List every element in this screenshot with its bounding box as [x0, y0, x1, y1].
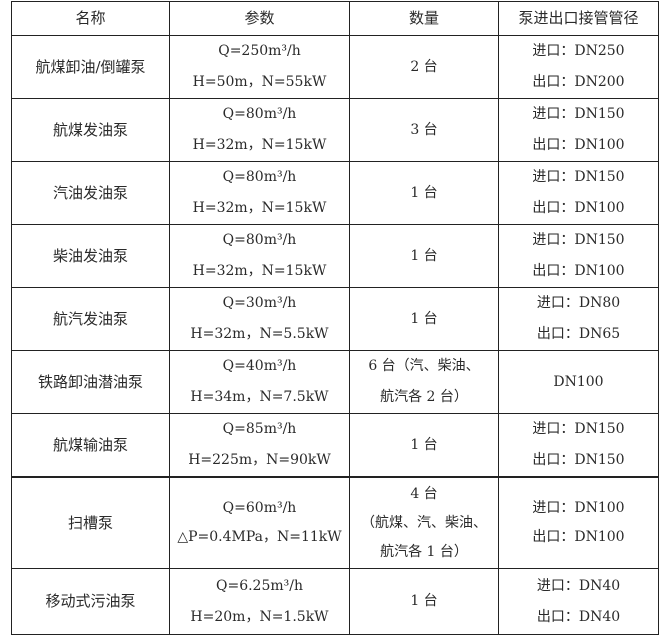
params-cell-line: H=32m，N=5.5kW	[190, 326, 329, 342]
qty-cell-line: 1 台	[410, 593, 438, 609]
params-cell-line: △P=0.4MPa，N=11kW	[177, 529, 342, 545]
qty-cell-line: 航汽各 2 台）	[380, 389, 468, 405]
qty-cell-line: （航煤、汽、柴油、	[361, 514, 487, 531]
params-cell-line: Q=40m³/h	[222, 358, 297, 374]
qty-cell: 4 台 （航煤、汽、柴油、 航汽各 1 台）	[349, 477, 499, 569]
table-row: 航煤卸油/倒罐泵 Q=250m³/h H=50m，N=55kW 2 台 进口：DN250…	[11, 35, 659, 99]
table-row: 扫槽泵 Q=60m³/h △P=0.4MPa，N=11kW 4 台 （航煤、汽、柴油、航…	[11, 477, 659, 569]
pipe-cell: 进口：DN250 出口：DN200	[498, 35, 659, 99]
pipe-cell-line: 进口：DN100	[532, 500, 625, 516]
column-header: 名称	[11, 1, 170, 36]
qty-cell-line: 1 台	[410, 247, 438, 264]
qty-cell: 1 台	[349, 568, 499, 635]
params-cell: Q=80m³/h H=32m，N=15kW	[169, 98, 350, 162]
params-cell: Q=40m³/h H=34m，N=7.5kW	[169, 350, 350, 414]
params-cell-line: Q=80m³/h	[222, 106, 297, 122]
column-header: 数量	[349, 1, 499, 36]
pipe-cell-line: 出口：DN100	[532, 200, 625, 216]
params-cell: Q=80m³/h H=32m，N=15kW	[169, 224, 350, 288]
params-cell-line: Q=60m³/h	[222, 500, 297, 516]
params-cell-line: H=225m，N=90kW	[188, 452, 331, 468]
pipe-cell-line: 出口：DN100	[532, 137, 625, 153]
name-cell: 铁路卸油潜油泵	[11, 350, 170, 414]
qty-cell-line: 6 台（汽、柴油、	[368, 358, 480, 374]
pipe-cell-line: 出口：DN100	[532, 263, 625, 279]
params-cell: Q=6.25m³/h H=20m，N=1.5kW	[169, 568, 350, 635]
pipe-cell-line: 出口：DN65	[536, 326, 621, 342]
pipe-cell-line: 进口：DN80	[536, 295, 621, 311]
pipe-cell-line: 出口：DN150	[532, 452, 625, 468]
pipe-cell: 进口：DN150 出口：DN150	[498, 413, 659, 477]
pipe-cell-line: 进口：DN150	[532, 232, 625, 248]
pipe-cell-line: 进口：DN150	[532, 169, 625, 185]
name-cell: 扫槽泵	[11, 477, 170, 569]
pipe-cell: 进口：DN150 出口：DN100	[498, 161, 659, 225]
params-cell-line: Q=80m³/h	[222, 169, 297, 185]
pipe-cell: 进口：DN80 出口：DN65	[498, 287, 659, 351]
name-cell: 航煤发油泵	[11, 98, 170, 162]
table-row: 汽油发油泵 Q=80m³/h H=32m，N=15kW 1 台 进口：DN150 出口：D…	[11, 161, 659, 225]
qty-cell: 1 台	[349, 224, 499, 288]
pipe-cell: 进口：DN100 出口：DN100	[498, 477, 659, 569]
table-row: 柴油发油泵 Q=80m³/h H=32m，N=15kW 1 台 进口：DN150 出口：D…	[11, 224, 659, 288]
pump-table-continued: 扫槽泵 Q=60m³/h △P=0.4MPa，N=11kW 4 台 （航煤、汽、柴油、航…	[11, 477, 659, 635]
params-cell-line: Q=85m³/h	[222, 421, 297, 437]
table-row: 航煤发油泵 Q=80m³/h H=32m，N=15kW 3 台 进口：DN150 出口：D…	[11, 98, 659, 162]
pipe-cell-line: DN100	[553, 373, 604, 390]
name-cell: 航煤输油泵	[11, 413, 170, 477]
table-row: 航汽发油泵 Q=30m³/h H=32m，N=5.5kW 1 台 进口：DN80 出口：D…	[11, 287, 659, 351]
qty-cell-line: 1 台	[410, 310, 438, 327]
qty-cell: 2 台	[349, 35, 499, 99]
pipe-cell-line: 进口：DN150	[532, 421, 625, 437]
qty-cell-line: 3 台	[410, 121, 438, 138]
params-cell-line: H=20m，N=1.5kW	[190, 608, 329, 625]
qty-cell: 6 台（汽、柴油、 航汽各 2 台）	[349, 350, 499, 414]
pipe-cell: DN100	[498, 350, 659, 414]
table-row: 铁路卸油潜油泵 Q=40m³/h H=34m，N=7.5kW 6 台（汽、柴油、 航汽各…	[11, 350, 659, 414]
qty-cell-line: 航汽各 1 台）	[380, 543, 468, 560]
params-cell-line: H=34m，N=7.5kW	[190, 389, 329, 405]
pipe-cell: 进口：DN150 出口：DN100	[498, 224, 659, 288]
params-cell-line: H=32m，N=15kW	[192, 137, 327, 153]
params-cell: Q=30m³/h H=32m，N=5.5kW	[169, 287, 350, 351]
params-cell-line: Q=250m³/h	[218, 43, 301, 59]
pipe-cell-line: 出口：DN40	[536, 608, 621, 625]
params-cell: Q=80m³/h H=32m，N=15kW	[169, 161, 350, 225]
params-cell: Q=250m³/h H=50m，N=55kW	[169, 35, 350, 99]
params-cell-line: Q=30m³/h	[222, 295, 297, 311]
header-row: 名称 参数 数量 泵进出口接管管径	[11, 1, 659, 36]
pipe-cell-line: 出口：DN200	[532, 74, 625, 90]
params-cell: Q=85m³/h H=225m，N=90kW	[169, 413, 350, 477]
column-header: 泵进出口接管管径	[498, 1, 659, 36]
qty-cell: 1 台	[349, 161, 499, 225]
qty-cell: 1 台	[349, 287, 499, 351]
pipe-cell-line: 进口：DN40	[536, 577, 621, 594]
table-row: 航煤输油泵 Q=85m³/h H=225m，N=90kW 1 台 进口：DN150 出口：…	[11, 413, 659, 477]
params-cell-line: H=50m，N=55kW	[192, 74, 327, 90]
pipe-cell-line: 出口：DN100	[532, 529, 625, 545]
qty-cell: 1 台	[349, 413, 499, 477]
params-cell-line: H=32m，N=15kW	[192, 200, 327, 216]
qty-cell-line: 2 台	[410, 58, 438, 75]
table-row: 移动式污油泵 Q=6.25m³/h H=20m，N=1.5kW 1 台 进口：DN40 出…	[11, 568, 659, 635]
qty-cell-line: 1 台	[410, 184, 438, 201]
qty-cell: 3 台	[349, 98, 499, 162]
params-cell-line: Q=80m³/h	[222, 232, 297, 248]
pipe-cell: 进口：DN40 出口：DN40	[498, 568, 659, 635]
pipe-cell-line: 进口：DN150	[532, 106, 625, 122]
pump-table: 名称 参数 数量 泵进出口接管管径 航煤卸油/倒罐泵 Q=250m³/h H=50m，N=5…	[11, 1, 659, 477]
qty-cell-line: 1 台	[410, 436, 438, 453]
column-header: 参数	[169, 1, 350, 36]
name-cell: 移动式污油泵	[11, 568, 170, 635]
name-cell: 航汽发油泵	[11, 287, 170, 351]
params-cell-line: H=32m，N=15kW	[192, 263, 327, 279]
name-cell: 汽油发油泵	[11, 161, 170, 225]
qty-cell-line: 4 台	[410, 485, 438, 502]
pipe-cell-line: 进口：DN250	[532, 43, 625, 59]
params-cell-line: Q=6.25m³/h	[215, 577, 303, 594]
params-cell: Q=60m³/h △P=0.4MPa，N=11kW	[169, 477, 350, 569]
name-cell: 航煤卸油/倒罐泵	[11, 35, 170, 99]
pipe-cell: 进口：DN150 出口：DN100	[498, 98, 659, 162]
name-cell: 柴油发油泵	[11, 224, 170, 288]
